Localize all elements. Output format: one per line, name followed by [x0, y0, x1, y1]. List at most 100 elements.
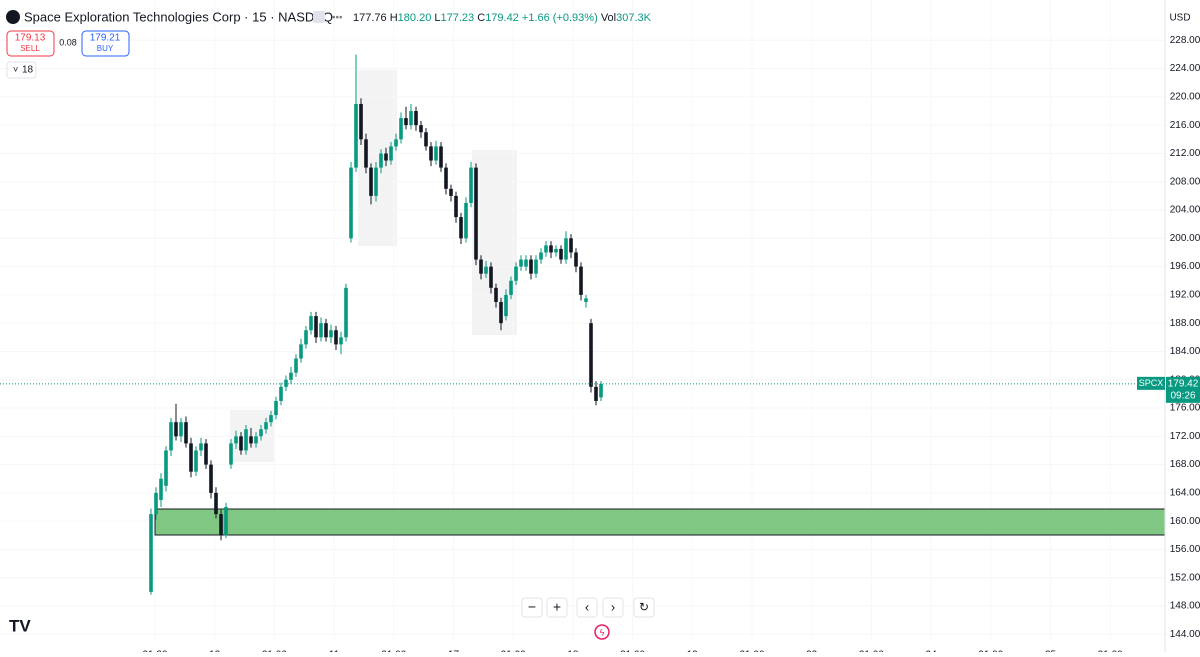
indicators-count: 18	[22, 65, 34, 76]
candle-body	[524, 259, 528, 267]
candle-body	[314, 316, 318, 338]
candle-body	[434, 146, 438, 161]
candle-body	[259, 429, 263, 437]
candle-body	[409, 111, 413, 126]
scroll-left[interactable]	[576, 597, 598, 618]
candle-body	[154, 492, 158, 515]
candle-body	[179, 422, 183, 437]
candle-body	[354, 103, 358, 168]
candle-body	[209, 464, 213, 493]
y-tick-label: 188.00	[1170, 318, 1200, 329]
candle-body	[394, 139, 398, 147]
candle-body	[359, 103, 363, 140]
y-tick-label: 224.00	[1170, 63, 1200, 74]
buy-button[interactable]	[81, 30, 130, 57]
y-tick-label: 228.00	[1170, 35, 1200, 46]
legend-change: +1.66 (+0.93%)	[522, 12, 598, 24]
candle-body	[429, 146, 433, 161]
tv-logo[interactable]: TV	[9, 616, 31, 635]
symbol-label: SPCX	[1139, 378, 1164, 388]
scroll-left-icon: ‹	[585, 599, 589, 614]
y-tick-label: 148.00	[1170, 601, 1200, 612]
candle-body	[174, 422, 178, 437]
y-tick-label: 204.00	[1170, 205, 1200, 216]
candle-body	[514, 266, 518, 281]
candle-body	[484, 266, 488, 274]
candle-body	[219, 514, 223, 536]
candle-body	[519, 259, 523, 267]
zoom-in[interactable]	[546, 597, 568, 618]
candle-body	[509, 280, 513, 295]
candle-body	[184, 422, 188, 444]
candle-body	[364, 139, 368, 168]
candle-body	[374, 167, 378, 196]
candle-body	[464, 202, 468, 239]
candle-body	[339, 337, 343, 345]
legend-h: 180.20	[398, 12, 432, 24]
y-tick-label: 184.00	[1170, 346, 1200, 357]
candle-body	[549, 245, 553, 253]
y-tick-label: 212.00	[1170, 148, 1200, 159]
chevron: ˅	[13, 64, 18, 74]
candle-body	[244, 429, 248, 451]
symbol-logo	[6, 10, 20, 24]
sell-label: SELL	[20, 44, 40, 53]
y-tick-label: 192.00	[1170, 290, 1200, 301]
y-tick-label: 160.00	[1170, 516, 1200, 527]
legend-h-label: H	[390, 12, 398, 24]
candle-body	[389, 146, 393, 161]
y-tick-label: 176.00	[1170, 403, 1200, 414]
legend-vol: 307.3K	[616, 12, 652, 24]
zoom-out-icon: −	[528, 599, 536, 615]
symbol-title[interactable]: Space Exploration Technologies Corp · 15…	[24, 9, 333, 24]
reset[interactable]	[633, 597, 655, 618]
candle-body	[204, 443, 208, 465]
candle-body	[469, 167, 473, 203]
candle-body	[249, 436, 253, 444]
zoom-in-icon: +	[553, 599, 561, 615]
indicators-toggle[interactable]	[6, 61, 37, 79]
y-tick-label: 220.00	[1170, 92, 1200, 103]
candle-body	[164, 450, 168, 486]
candle-body	[454, 195, 458, 218]
candle-body	[569, 238, 573, 253]
eye-icon[interactable]	[313, 11, 325, 23]
candle-body	[234, 436, 238, 444]
candle-body	[384, 153, 388, 161]
legend-c-label: C	[477, 12, 485, 24]
candle-body	[189, 443, 193, 472]
buy-label: BUY	[97, 44, 114, 53]
symbol-tag	[1137, 376, 1165, 390]
candle-body	[504, 294, 508, 317]
candles	[149, 54, 603, 595]
candle-body	[544, 245, 548, 253]
zoom-out[interactable]	[521, 597, 543, 618]
price-tag	[1166, 376, 1200, 403]
zone-rectangle	[154, 508, 1166, 536]
reset-icon: ↻	[639, 600, 649, 614]
scroll-right[interactable]	[602, 597, 624, 618]
session-box	[472, 150, 517, 335]
y-tick-label: 172.00	[1170, 431, 1200, 442]
candle-body	[344, 287, 348, 338]
candle-body	[269, 415, 273, 423]
legend-c: 179.42	[485, 12, 519, 24]
candle-body	[159, 478, 163, 500]
y-tick-label: 208.00	[1170, 176, 1200, 187]
more-icon[interactable]: •••	[332, 13, 343, 24]
buy-price: 179.21	[90, 33, 121, 44]
candle-body	[534, 259, 538, 274]
candle-body	[399, 118, 403, 140]
currency[interactable]: USD	[1169, 13, 1190, 24]
candle-body	[404, 118, 408, 126]
sell-button[interactable]	[6, 30, 55, 57]
candle-body	[559, 248, 563, 260]
candle-body	[149, 514, 153, 592]
alert-icon[interactable]	[594, 624, 610, 640]
y-tick-label: 164.00	[1170, 488, 1200, 499]
candle-body	[564, 238, 568, 260]
y-tick-label: 216.00	[1170, 120, 1200, 131]
